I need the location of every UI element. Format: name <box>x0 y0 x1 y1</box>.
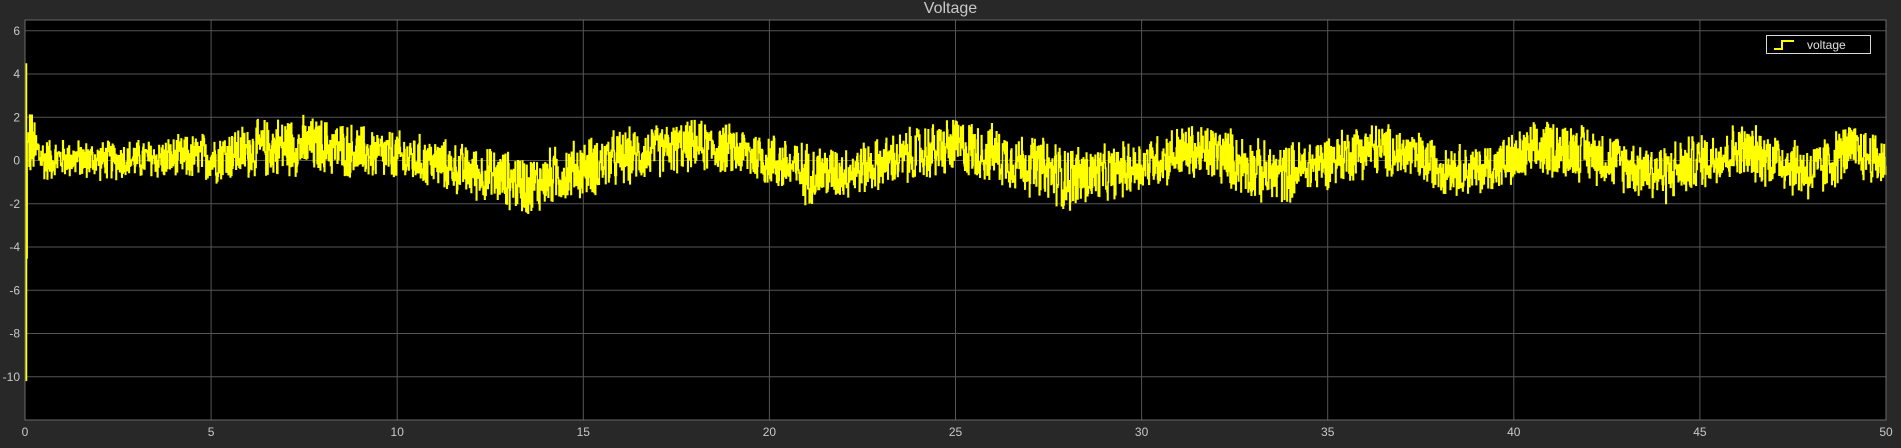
x-axis-ticks: 0 5 10 15 20 25 30 35 40 45 50 <box>22 425 1893 439</box>
y-tick-label: 4 <box>13 67 20 81</box>
y-axis-ticks: 6 4 2 0 -2 -4 -6 -8 -10 <box>3 24 21 384</box>
x-tick-label: 5 <box>208 425 215 439</box>
y-tick-label: 2 <box>13 110 20 124</box>
y-tick-label: -6 <box>9 283 20 297</box>
series-voltage <box>24 63 1887 382</box>
x-tick-label: 50 <box>1879 425 1893 439</box>
series-line-voltage <box>24 114 1887 259</box>
legend[interactable]: voltage <box>1766 35 1871 54</box>
x-tick-label: 40 <box>1507 425 1521 439</box>
x-tick-label: 45 <box>1693 425 1707 439</box>
legend-label-voltage: voltage <box>1807 38 1846 52</box>
y-tick-label: -2 <box>9 197 20 211</box>
y-tick-label: -10 <box>3 370 21 384</box>
axes-frame <box>24 19 1887 421</box>
x-tick-label: 30 <box>1135 425 1149 439</box>
y-tick-label: 6 <box>13 24 20 38</box>
x-tick-label: 10 <box>391 425 405 439</box>
x-tick-label: 20 <box>763 425 777 439</box>
y-tick-label: -4 <box>9 240 20 254</box>
chart-title: Voltage <box>923 0 978 17</box>
legend-stairs-icon <box>1774 40 1794 50</box>
x-tick-label: 0 <box>22 425 29 439</box>
x-tick-label: 35 <box>1321 425 1335 439</box>
grid <box>24 20 1887 420</box>
x-tick-label: 15 <box>577 425 591 439</box>
y-tick-label: -8 <box>9 327 20 341</box>
y-tick-label: 0 <box>13 154 20 168</box>
x-tick-label: 25 <box>949 425 963 439</box>
